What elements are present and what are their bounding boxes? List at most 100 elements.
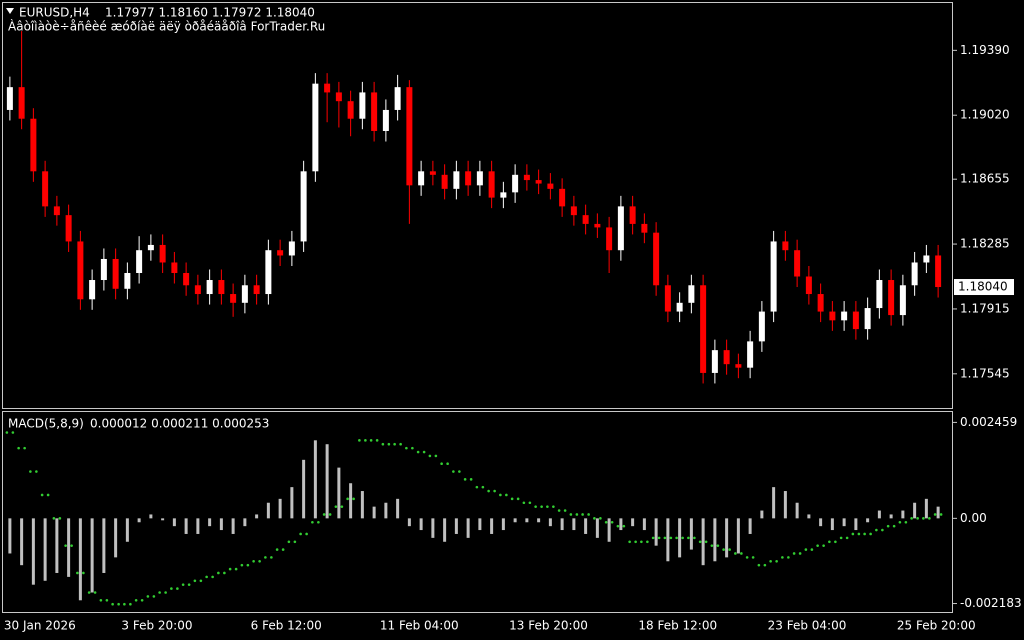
y-tick-label: -0.002183 (960, 596, 1022, 610)
indicator-dot (892, 524, 896, 528)
candle-body (394, 87, 401, 110)
indicator-dot (252, 559, 255, 563)
indicator-dot (399, 442, 402, 446)
candle-body (653, 232, 660, 286)
histogram-bar (55, 518, 59, 573)
indicator-dot (722, 548, 725, 551)
histogram-bar (631, 518, 635, 527)
histogram-bar (443, 518, 447, 542)
histogram-bar (924, 498, 928, 519)
macd-panel-border (2, 411, 953, 613)
histogram-bar (689, 518, 693, 550)
indicator-dot (23, 446, 26, 450)
y-tick-label: 1.19020 (960, 108, 1010, 122)
candle-body (335, 92, 342, 102)
indicator-dot (117, 602, 120, 606)
indicator-dot (11, 431, 15, 434)
indicator-dot (228, 567, 232, 571)
histogram-bar (713, 518, 717, 562)
indicator-dot (798, 552, 802, 555)
indicator-dot (499, 493, 502, 497)
collapse-icon[interactable] (6, 8, 14, 14)
y-tick-label: 1.18655 (960, 172, 1010, 186)
histogram-bar (219, 518, 223, 531)
indicator-dot (322, 513, 326, 516)
histogram-bar (161, 518, 165, 521)
indicator-dot (757, 563, 761, 567)
histogram-bar (513, 518, 517, 523)
histogram-bar (760, 510, 764, 519)
histogram-bar (266, 502, 270, 519)
indicator-dot (781, 556, 784, 559)
indicator-dot (446, 462, 449, 466)
histogram-bar (407, 518, 411, 527)
candle-body (547, 183, 554, 189)
indicator-dot (317, 520, 320, 524)
indicator-dot (35, 470, 38, 473)
indicator-dot (134, 598, 138, 602)
histogram-bar (913, 502, 917, 519)
histogram-bar (490, 518, 494, 534)
histogram-bar (255, 514, 259, 519)
candle-body (300, 171, 307, 242)
candle-body (829, 311, 836, 321)
indicator-dot (481, 485, 485, 489)
indicator-dot (193, 579, 197, 583)
indicator-dot (933, 513, 937, 516)
indicator-dot (563, 509, 567, 512)
candle-body (535, 180, 542, 184)
indicator-dot (769, 559, 772, 563)
x-tick-label: 3 Feb 20:00 (121, 619, 192, 633)
indicator-dot (181, 583, 185, 586)
x-tick-label: 18 Feb 12:00 (638, 619, 717, 633)
price-panel-border (2, 2, 953, 409)
indicator-dot (792, 552, 796, 555)
indicator-dot (881, 528, 884, 532)
indicator-dot (305, 532, 308, 536)
candle-body (277, 250, 284, 256)
indicator-dot (434, 454, 438, 458)
indicator-dot (669, 536, 673, 540)
candle-body (723, 350, 730, 365)
candle-body (371, 92, 378, 131)
candle-body (112, 258, 119, 289)
indicator-dot (346, 497, 349, 501)
indicator-dot (510, 497, 514, 501)
indicator-dot (328, 513, 332, 516)
candle-body (347, 101, 354, 119)
candle-body (77, 241, 84, 300)
indicator-dot (704, 540, 708, 544)
indicator-dot (264, 556, 267, 559)
indicator-dot (146, 595, 150, 598)
candle-body (500, 192, 507, 198)
indicator-dot (646, 540, 649, 544)
candle-body (230, 294, 237, 303)
indicator-dot (405, 446, 408, 450)
indicator-dot (822, 544, 825, 547)
indicator-dot (217, 571, 220, 575)
x-tick-label: 23 Feb 04:00 (768, 619, 847, 633)
histogram-bar (548, 518, 552, 527)
candle-body (147, 244, 154, 251)
candle-body (935, 255, 942, 288)
indicator-dot (604, 520, 608, 524)
histogram-bar (278, 498, 282, 519)
histogram-bar (149, 514, 153, 519)
indicator-dot (516, 497, 520, 501)
indicator-dot (828, 540, 831, 544)
histogram-bar (349, 483, 353, 519)
candle-body (206, 280, 213, 295)
candle-body (629, 206, 636, 224)
y-tick-label: 1.17915 (960, 301, 1010, 315)
histogram-bar (372, 506, 376, 519)
histogram-bar (666, 518, 670, 562)
indicator-dot (275, 548, 279, 551)
histogram-bar (607, 518, 611, 542)
indicator-dot (869, 532, 872, 536)
indicator-dot (452, 470, 455, 473)
histogram-bar (866, 518, 870, 523)
y-tick-label: 1.17545 (960, 366, 1010, 380)
indicator-dot (46, 493, 50, 497)
candle-body (65, 215, 72, 242)
histogram-bar (90, 518, 94, 593)
